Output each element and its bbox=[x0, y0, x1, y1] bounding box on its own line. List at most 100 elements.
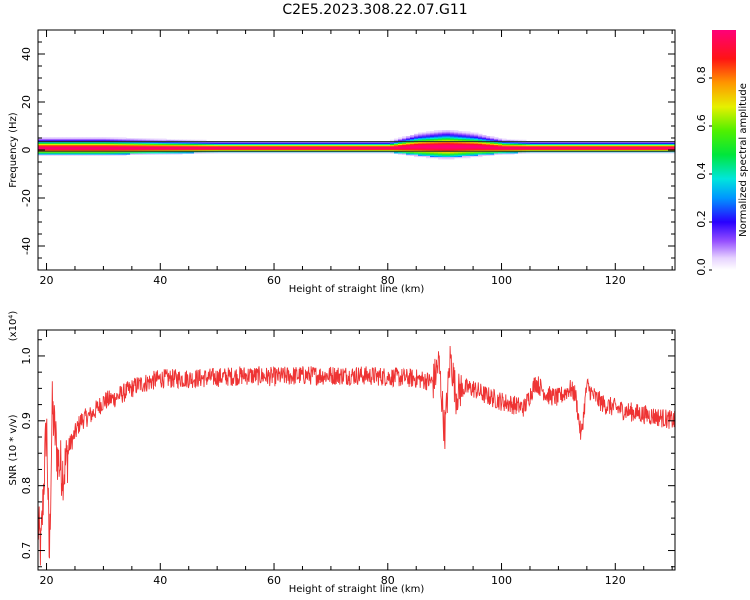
heatmap-cell bbox=[434, 144, 439, 147]
heatmap-cell bbox=[230, 151, 235, 154]
heatmap-cell bbox=[406, 151, 411, 154]
heatmap-cell bbox=[450, 149, 455, 152]
heatmap-cell bbox=[146, 143, 151, 146]
heatmap-cell bbox=[326, 142, 331, 144]
heatmap-cell bbox=[230, 143, 235, 146]
heatmap-cell bbox=[142, 147, 147, 149]
heatmap-cell bbox=[262, 145, 267, 148]
heatmap-cell bbox=[454, 151, 459, 154]
heatmap-cell bbox=[334, 142, 339, 144]
heatmap-cell bbox=[226, 143, 231, 146]
heatmap-cell bbox=[150, 142, 155, 144]
heatmap-cell bbox=[470, 135, 475, 137]
heatmap-cell bbox=[322, 145, 327, 148]
heatmap-cell bbox=[218, 151, 223, 154]
heatmap-cell bbox=[114, 154, 119, 156]
heatmap-cell bbox=[62, 145, 67, 148]
heatmap-cell bbox=[446, 131, 451, 134]
heatmap-cell bbox=[158, 151, 163, 154]
heatmap-cell bbox=[118, 139, 123, 142]
heatmap-cell bbox=[382, 143, 387, 146]
heatmap-cell bbox=[470, 144, 475, 147]
heatmap-cell bbox=[374, 147, 379, 149]
chart-title: C2E5.2023.308.22.07.G11 bbox=[282, 2, 468, 18]
heatmap-cell bbox=[570, 151, 575, 154]
heatmap-cell bbox=[190, 148, 195, 150]
heatmap-cell bbox=[446, 135, 451, 137]
heatmap-cell bbox=[418, 145, 423, 148]
heatmap-cell bbox=[262, 147, 267, 149]
heatmap-cell bbox=[438, 154, 443, 156]
heatmap-cell bbox=[562, 151, 567, 154]
heatmap-cell bbox=[462, 137, 467, 140]
heatmap-cell bbox=[94, 147, 99, 149]
heatmap-cell bbox=[314, 149, 319, 152]
heatmap-cell bbox=[310, 147, 315, 149]
heatmap-cell bbox=[90, 138, 95, 141]
heatmap-cell bbox=[518, 139, 523, 142]
heatmap-cell bbox=[318, 142, 323, 144]
heatmap-cell bbox=[602, 149, 607, 152]
heatmap-cell bbox=[658, 147, 663, 149]
heatmap-cell bbox=[418, 147, 423, 149]
heatmap-cell bbox=[322, 151, 327, 154]
heatmap-cell bbox=[418, 154, 423, 156]
heatmap-cell bbox=[242, 145, 247, 148]
heatmap-cell bbox=[206, 144, 211, 147]
heatmap-cell bbox=[478, 148, 483, 150]
heatmap-cell bbox=[450, 132, 455, 135]
heatmap-cell bbox=[474, 142, 479, 144]
heatmap-cell bbox=[114, 142, 119, 144]
heatmap-cell bbox=[366, 149, 371, 152]
heatmap-cell bbox=[586, 145, 591, 148]
heatmap-cell bbox=[82, 144, 87, 147]
heatmap-cell bbox=[262, 151, 267, 154]
heatmap-cell bbox=[402, 142, 407, 144]
heatmap-cell bbox=[490, 139, 495, 142]
heatmap-cell bbox=[46, 147, 51, 149]
heatmap-cell bbox=[654, 151, 659, 154]
heatmap-cell bbox=[178, 143, 183, 146]
heatmap-cell bbox=[398, 137, 403, 140]
heatmap-cell bbox=[314, 145, 319, 148]
heatmap-cell bbox=[138, 142, 143, 144]
heatmap-cell bbox=[526, 143, 531, 146]
heatmap-cell bbox=[250, 144, 255, 147]
heatmap-cell bbox=[414, 155, 419, 158]
heatmap-cell bbox=[114, 138, 119, 141]
heatmap-cell bbox=[202, 144, 207, 147]
heatmap-cell bbox=[178, 151, 183, 154]
heatmap-cell bbox=[426, 144, 431, 147]
heatmap-cell bbox=[214, 148, 219, 150]
heatmap-cell bbox=[138, 151, 143, 154]
heatmap-cell bbox=[426, 135, 431, 137]
heatmap-cell bbox=[306, 144, 311, 147]
heatmap-cell bbox=[666, 142, 671, 144]
heatmap-cell bbox=[558, 144, 563, 147]
heatmap-cell bbox=[426, 147, 431, 149]
heatmap-cell bbox=[398, 139, 403, 142]
heatmap-cell bbox=[510, 145, 515, 148]
heatmap-cell bbox=[462, 155, 467, 158]
heatmap-cell bbox=[138, 148, 143, 150]
heatmap-cell bbox=[158, 153, 163, 155]
heatmap-cell bbox=[546, 144, 551, 147]
heatmap-cell bbox=[42, 147, 47, 149]
heatmap-cell bbox=[462, 143, 467, 146]
heatmap-cell bbox=[194, 149, 199, 152]
heatmap-cell bbox=[446, 139, 451, 142]
heatmap-cell bbox=[62, 137, 67, 140]
heatmap-cell bbox=[118, 148, 123, 150]
heatmap-cell bbox=[446, 154, 451, 156]
heatmap-cell bbox=[454, 138, 459, 141]
heatmap-cell bbox=[538, 144, 543, 147]
heatmap-cell bbox=[482, 135, 487, 137]
heatmap-cell bbox=[322, 142, 327, 144]
heatmap-cell bbox=[370, 151, 375, 154]
heatmap-cell bbox=[202, 147, 207, 149]
heatmap-cell bbox=[502, 143, 507, 146]
heatmap-cell bbox=[286, 143, 291, 146]
heatmap-cell bbox=[446, 136, 451, 138]
heatmap-cell bbox=[342, 142, 347, 144]
